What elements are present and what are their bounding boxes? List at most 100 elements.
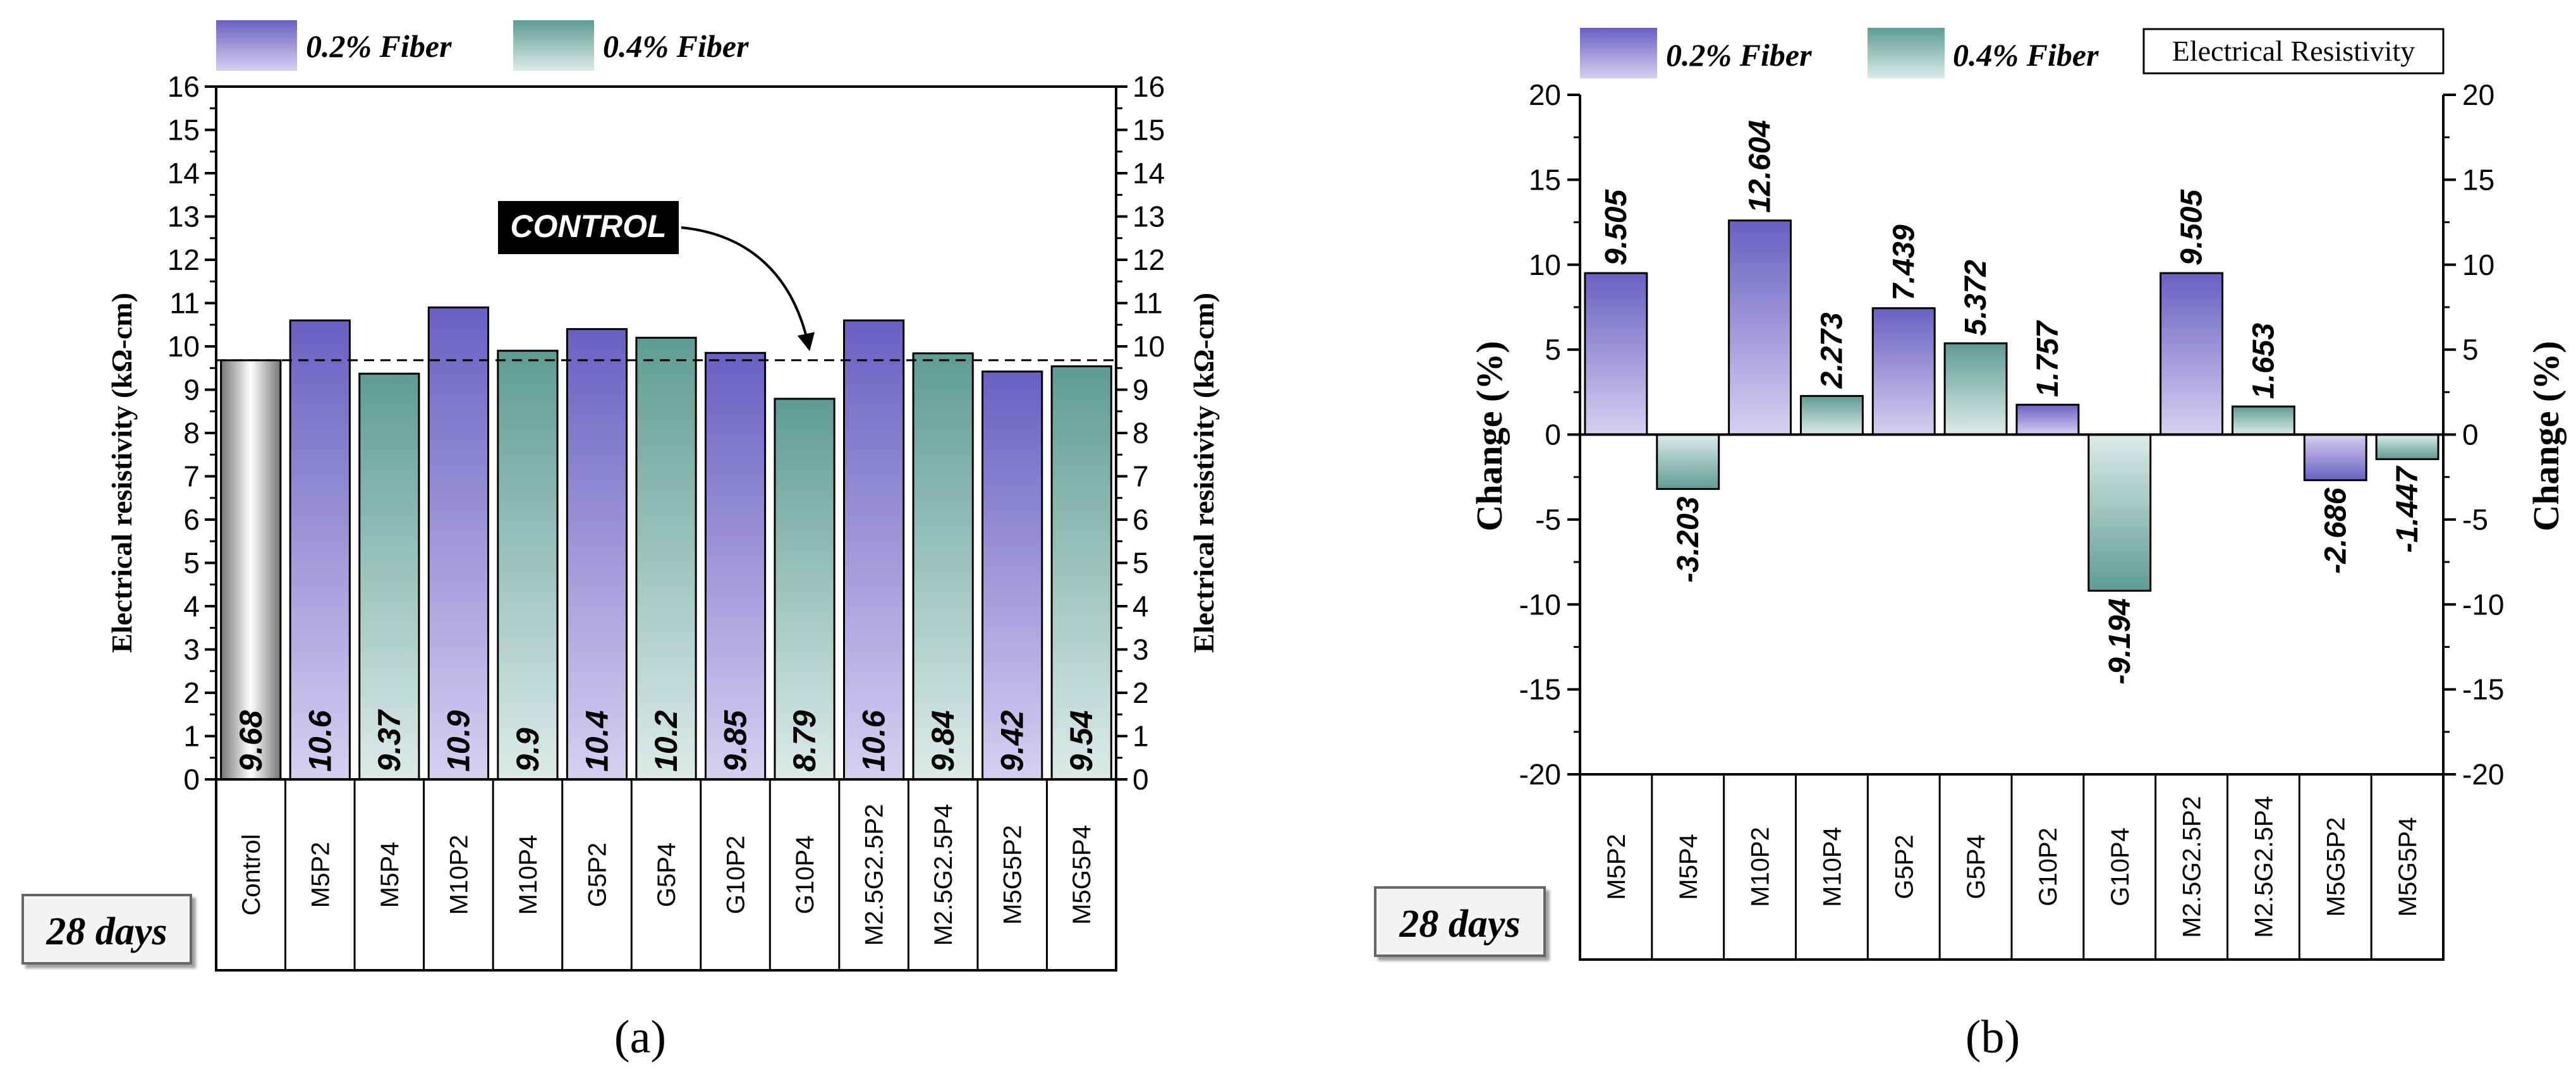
bar-b-M2.5G2.5P2 [2160,272,2224,436]
legend-b-er-box [2142,28,2445,75]
bar-a-M2.5G2.5P2 [843,319,905,781]
bar-b-G5P2 [1871,307,1936,436]
chart-a-ytick-label-right: 12 [1133,243,1165,276]
data-label-a-G5P4: 10.2 [648,710,684,772]
chart-b-category-labels: M5P2 M5P4 M10P2 M10P4 G5P2 G5P4 G10P2 G10P4 M2.5… [1603,796,2422,938]
data-label-a-M5P2: 10.6 [302,709,337,772]
category-label-b-M5P2: M5P2 [1603,834,1631,900]
chart-a-ytick-label-right: 14 [1133,157,1165,190]
chart-a-bars [220,306,1112,781]
category-label-a-M2.5G2.5P2: M2.5G2.5P2 [861,804,889,946]
chart-a-ytick-label: 5 [183,547,200,580]
category-label-b-G5P2: G5P2 [1890,834,1918,899]
category-label-b-M2.5G2.5P2: M2.5G2.5P2 [2178,796,2206,938]
chart-a-ytick-label-right: 5 [1133,547,1149,580]
chart-a-category-labels: Control M5P2 M5P4 M10P2 M10P4 G5P2 G5P4 G10P2 G1… [238,804,1096,946]
chart-a-ytick-label: 6 [183,503,200,536]
control-annotation: CONTROL [498,201,815,351]
category-label-a-M10P4: M10P4 [514,835,542,915]
bar-a-G10P2 [704,351,767,781]
chart-b-ytick-label: -5 [1535,503,1561,536]
chart-a-ytick-label: 11 [169,287,200,320]
legend-swatch-p2 [216,20,297,71]
bar-b-M10P4 [1799,394,1864,436]
control-annotation-label: CONTROL [510,209,666,244]
data-label-a-M10P4: 9.9 [510,728,545,772]
chart-a-category-table [215,778,1117,972]
bar-b-M5G5P4 [2375,434,2439,460]
chart-b-ytick-label-right: 15 [2462,163,2494,196]
chart-a-ytick-label-right: 4 [1133,590,1149,623]
chart-a-ytick-label-right: 16 [1133,70,1165,103]
category-label-a-M5P2: M5P2 [307,842,334,908]
bar-a-M5P4 [358,372,420,781]
data-label-b-M5P2: 9.505 [1600,189,1633,265]
category-label-a-G5P2: G5P2 [583,843,611,907]
bar-b-G10P4 [2087,434,2152,592]
bar-b-M5P4 [1656,434,1720,491]
data-label-a-G5P2: 10.4 [579,710,614,772]
legend-b-label-p2: 0.2% Fiber [1666,37,1812,73]
bar-b-M2.5G2.5P4 [2231,405,2295,436]
category-label-a-G10P2: G10P2 [722,836,750,915]
chart-a-ytick-label-right: 15 [1133,114,1165,147]
chart-b-data-labels: 9.505 -3.203 12.604 2.273 7.439 5.372 1.757 -9.… [1600,120,2424,685]
bar-b-G10P2 [2015,403,2080,436]
category-label-b-M5P4: M5P4 [1675,834,1703,900]
chart-a-ytick-label-right: 6 [1133,503,1149,536]
bar-a-G5P2 [566,328,628,781]
data-label-a-G10P2: 9.85 [718,709,753,772]
chart-b-ytick-label-right: -10 [2462,588,2504,621]
data-label-b-M2.5G2.5P2: 9.505 [2175,189,2209,265]
bar-a-M10P2 [427,306,489,781]
chart-a-ytick-label-right: 13 [1133,200,1165,233]
chart-b-ytick-label-right: -5 [2462,503,2488,536]
data-label-b-M5G5P4: -1.447 [2391,465,2424,552]
legend-label-p4: 0.4% Fiber [603,28,749,64]
legend-label-p2: 0.2% Fiber [306,28,452,64]
panel-label-a: (a) [614,1011,666,1063]
panel-b: 0.2% Fiber 0.4% Fiber Electrical Resisti… [1374,28,2567,1063]
category-label-a-Control: Control [238,834,265,916]
chart-a-data-labels: 9.68 10.6 9.37 10.9 9.9 10.4 10.2 9.85 8.79 10.6 9… [233,709,1099,772]
category-label-b-M5G5P2: M5G5P2 [2322,817,2350,917]
category-label-a-G10P4: G10P4 [791,836,819,915]
chart-a-ytick-label: 0 [183,763,200,796]
data-label-a-M10P2: 10.9 [440,710,476,772]
badge-a-box [21,894,192,965]
chart-a-ytick-label: 7 [183,460,200,493]
chart-a-ytick-label-right: 3 [1133,633,1149,666]
data-label-b-G5P2: 7.439 [1887,224,1921,300]
bar-a-M5G5P4 [1050,365,1112,781]
data-label-b-G5P4: 5.372 [1959,260,1993,336]
category-label-a-M5P4: M5P4 [376,842,404,908]
chart-b-ylabel-right: Change (%) [2525,341,2567,531]
bar-b-M5G5P2 [2303,434,2367,482]
badge-a: 28 days [21,894,192,965]
bar-a-M5G5P2 [981,370,1043,781]
chart-a-ytick-label: 9 [183,374,200,406]
legend-b: 0.2% Fiber 0.4% Fiber Electrical Resisti… [1580,28,2445,78]
chart-a-ytick-label-right: 7 [1133,460,1149,493]
data-label-b-G10P4: -9.194 [2103,599,2137,685]
chart-b-ytick-label-right: -20 [2462,758,2504,791]
category-label-b-G10P2: G10P2 [2034,827,2062,906]
data-label-b-M2.5G2.5P4: 1.653 [2247,323,2280,399]
chart-b-axes [1579,95,2445,961]
category-label-a-M10P2: M10P2 [445,835,473,915]
chart-a-ytick-label-right: 1 [1133,720,1149,753]
chart-a-ytick-label: 12 [167,243,200,276]
category-label-b-M10P4: M10P4 [1818,827,1846,907]
data-label-a-Control: 9.68 [233,710,269,772]
chart-a-ytick-label: 4 [183,590,200,623]
bar-b-G5P4 [1943,342,2008,436]
chart-a-ytick-label-right: 9 [1133,374,1149,406]
badge-b-box [1374,886,1546,957]
chart-b-ytick-label: 5 [1545,333,1561,366]
data-label-b-G10P2: 1.757 [2031,320,2065,397]
chart-a-ytick-label: 8 [183,417,200,449]
data-label-b-M5P4: -3.203 [1672,496,1705,582]
chart-b-ylabel: Change (%) [1469,341,1510,531]
control-annotation-box [498,201,679,254]
